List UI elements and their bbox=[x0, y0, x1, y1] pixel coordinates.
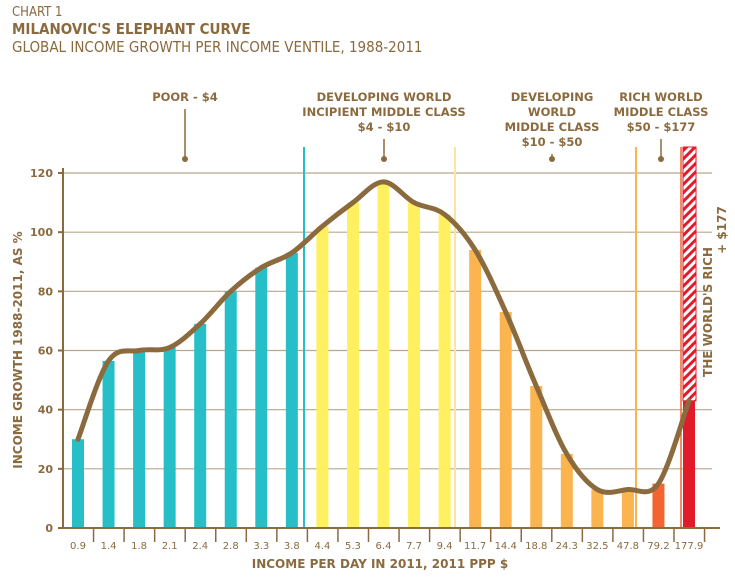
annotation-label: INCIPIENT MIDDLE CLASS bbox=[302, 105, 465, 119]
x-tick-label: 79.2 bbox=[647, 541, 669, 552]
bar-32.5 bbox=[591, 489, 604, 528]
bar-9.4 bbox=[438, 214, 451, 528]
x-tick-label: 3.3 bbox=[253, 541, 269, 552]
x-tick-label: 5.3 bbox=[345, 541, 361, 552]
rich-annotation-label: THE WORLD'S RICH bbox=[701, 247, 715, 377]
rich-hatched-bar bbox=[682, 146, 697, 402]
x-tick-label: 2.4 bbox=[192, 541, 208, 552]
x-axis-title: INCOME PER DAY IN 2011, 2011 PPP $ bbox=[252, 557, 509, 571]
x-tick-label: 1.8 bbox=[131, 541, 147, 552]
bar-14.4 bbox=[499, 312, 512, 528]
x-tick-label: 47.8 bbox=[617, 541, 639, 552]
x-tick-label: 11.7 bbox=[464, 541, 486, 552]
annotation-label: WORLD bbox=[528, 105, 576, 119]
annotation-label: $10 - $50 bbox=[522, 135, 583, 149]
y-tick-label: 40 bbox=[38, 404, 54, 417]
x-tick-label: 7.7 bbox=[406, 541, 422, 552]
x-tick-label: 18.8 bbox=[525, 541, 547, 552]
annotation-label: DEVELOPING WORLD bbox=[317, 90, 452, 104]
bar-2.1 bbox=[163, 347, 176, 528]
elephant-curve bbox=[75, 179, 692, 495]
x-tick-label: 2.8 bbox=[223, 541, 239, 552]
x-tick-label: 3.8 bbox=[284, 541, 300, 552]
rich-annotation-label: + $177 bbox=[715, 206, 729, 254]
bar-1.4 bbox=[102, 360, 115, 528]
x-tick-label: 24.3 bbox=[556, 541, 578, 552]
bar-5.3 bbox=[346, 202, 359, 529]
bar-4.4 bbox=[316, 226, 329, 528]
x-tick-label: 6.4 bbox=[376, 541, 392, 552]
chart-label: CHART 1 bbox=[12, 5, 63, 20]
bar-177.9 bbox=[683, 400, 695, 528]
annotation-label: RICH WORLD bbox=[619, 90, 702, 104]
x-tick-label: 2.1 bbox=[162, 541, 178, 552]
annotation-label: MIDDLE CLASS bbox=[614, 105, 709, 119]
y-tick-label: 80 bbox=[38, 285, 54, 298]
x-tick-label: 32.5 bbox=[586, 541, 608, 552]
x-tick-label: 14.4 bbox=[495, 541, 517, 552]
annotation-dot bbox=[381, 156, 387, 162]
x-tick-label: 4.4 bbox=[314, 541, 330, 552]
y-tick-label: 60 bbox=[38, 345, 54, 358]
annotation-label: $4 - $10 bbox=[358, 120, 411, 134]
bar-3.8 bbox=[285, 252, 298, 528]
bar-18.8 bbox=[530, 386, 543, 528]
annotation-label: MIDDLE CLASS bbox=[505, 120, 600, 134]
annotation-label: POOR - $4 bbox=[152, 90, 218, 104]
bar-1.8 bbox=[133, 350, 146, 528]
bar-11.7 bbox=[469, 249, 482, 528]
y-tick-label: 20 bbox=[38, 463, 54, 476]
annotation-dot bbox=[658, 156, 664, 162]
x-tick-label: 177.9 bbox=[675, 541, 704, 552]
y-tick-label: 0 bbox=[45, 522, 53, 535]
bar-47.8 bbox=[621, 489, 634, 528]
bar-79.2 bbox=[652, 483, 665, 528]
bar-7.7 bbox=[408, 202, 421, 529]
annotation-dot bbox=[549, 156, 555, 162]
bar-2.8 bbox=[224, 291, 237, 528]
x-tick-label: 0.9 bbox=[70, 541, 86, 552]
y-axis-title: INCOME GROWTH 1988-2011, AS % bbox=[11, 231, 25, 468]
bar-6.4 bbox=[377, 181, 390, 528]
x-tick-label: 1.4 bbox=[101, 541, 117, 552]
bar-24.3 bbox=[560, 454, 573, 528]
chart-subtitle: GLOBAL INCOME GROWTH PER INCOME VENTILE,… bbox=[12, 38, 423, 56]
y-tick-label: 100 bbox=[30, 226, 53, 239]
y-tick-label: 120 bbox=[30, 167, 53, 180]
annotation-label: $50 - $177 bbox=[627, 120, 696, 134]
x-tick-label: 9.4 bbox=[437, 541, 453, 552]
bar-2.4 bbox=[194, 323, 207, 528]
annotation-label: DEVELOPING bbox=[511, 90, 594, 104]
bar-3.3 bbox=[255, 267, 268, 528]
bar-0.9 bbox=[72, 439, 84, 528]
annotation-dot bbox=[182, 156, 188, 162]
chart-title: MILANOVIC'S ELEPHANT CURVE bbox=[12, 20, 251, 38]
